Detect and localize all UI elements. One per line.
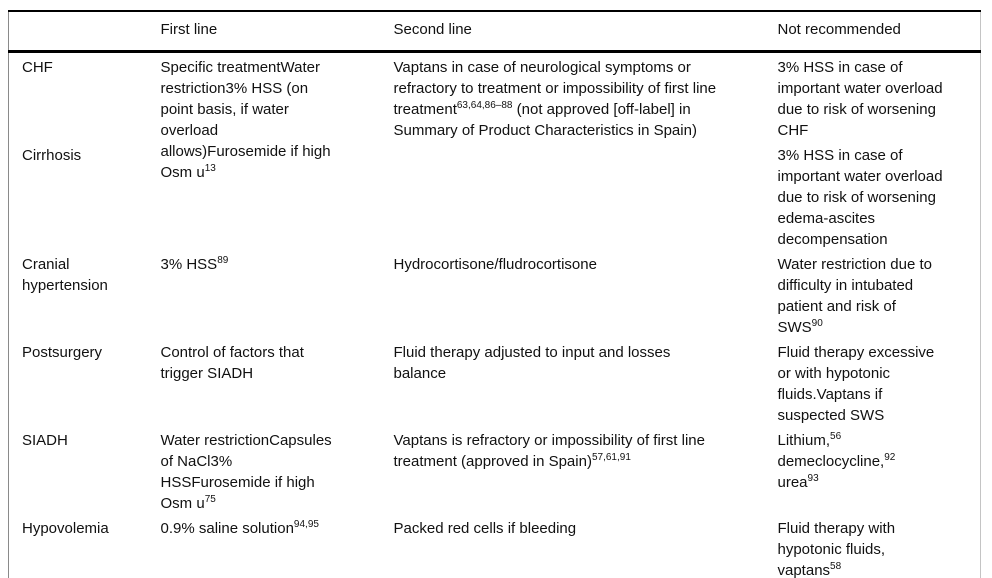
cell-not-recommended-hypovolemia: Fluid therapy with hypotonic fluids, vap… [777,520,896,578]
cell-first-line-cranial-hypertension: 3% HSS89 [160,255,229,274]
cell-condition-postsurgery: Postsurgery [22,344,103,361]
cell-condition-hypovolemia: Hypovolemia [22,520,109,537]
cell-first-line-chf-cirrhosis: Specific treatmentWater restriction3% HS… [160,59,331,181]
column-header-not-recommended: Not recommended [764,11,981,53]
cell-second-line-chf-cirrhosis: Vaptans in case of neurological symptoms… [393,59,717,139]
table-row-cranial-hypertension: Cranial hypertension 3% HSS89 Hydrocorti… [9,250,981,338]
cell-condition-siadh: SIADH [22,432,68,449]
table-row-chf: CHF Specific treatmentWater restriction3… [9,52,981,181]
cell-not-recommended-siadh: Lithium,56 demeclocycline,92 urea93 [777,431,896,492]
cell-not-recommended-cranial-hypertension: Water restriction due to difficulty in i… [777,256,933,336]
cell-second-line-siadh: Vaptans is refractory or impossibility o… [393,432,706,470]
column-header-condition [8,11,148,53]
cell-condition-chf: CHF [22,59,53,76]
cell-not-recommended-chf: 3% HSS in case of important water overlo… [777,59,943,139]
cell-second-line-postsurgery: Fluid therapy adjusted to input and loss… [393,344,671,382]
table-row-siadh: SIADH Water restrictionCapsules of NaCl3… [9,426,981,514]
cell-condition-cirrhosis: Cirrhosis [22,147,82,164]
cell-condition-cranial-hypertension: Cranial hypertension [22,256,108,294]
cell-first-line-hypovolemia: 0.9% saline solution94,95 [160,519,319,538]
table-row-postsurgery: Postsurgery Control of factors that trig… [9,338,981,426]
table-row-cirrhosis: Cirrhosis 3% HSS in case of important wa… [9,141,981,250]
cell-first-line-siadh: Water restrictionCapsules of NaCl3% HSSF… [160,432,332,512]
treatment-table: First line Second line Not recommended C… [8,10,981,578]
column-header-first-line: First line [147,11,381,53]
cell-second-line-cranial-hypertension: Hydrocortisone/fludrocortisone [393,256,597,273]
column-header-second-line: Second line [380,11,765,53]
cell-not-recommended-cirrhosis: 3% HSS in case of important water overlo… [777,147,943,248]
table-row-hypovolemia: Hypovolemia 0.9% saline solution94,95 Pa… [9,514,981,578]
cell-first-line-postsurgery: Control of factors that trigger SIADH [160,344,304,382]
header-row: First line Second line Not recommended [8,11,981,53]
cell-second-line-hypovolemia: Packed red cells if bleeding [393,520,577,537]
cell-not-recommended-postsurgery: Fluid therapy excessive or with hypotoni… [777,344,935,424]
